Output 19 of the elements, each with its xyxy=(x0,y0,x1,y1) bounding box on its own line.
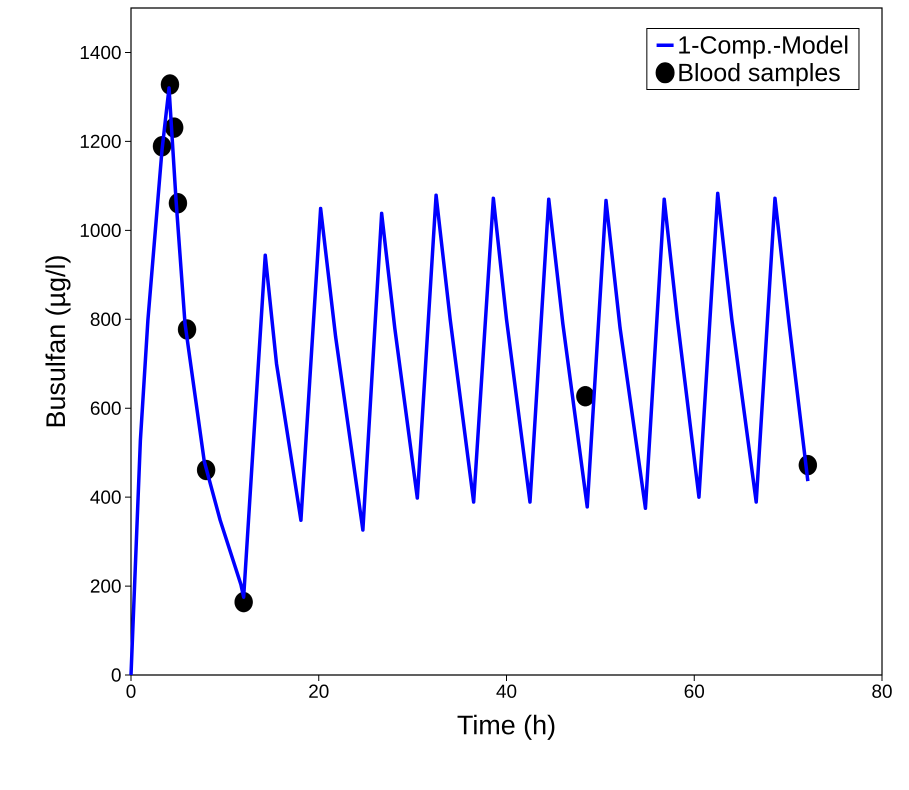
y-tick-label: 1000 xyxy=(80,224,121,238)
x-tick-label: 20 xyxy=(309,684,329,698)
x-tick-label: 40 xyxy=(496,684,516,698)
legend-label: Blood samples xyxy=(679,63,840,86)
x-tick-label: 0 xyxy=(126,684,136,698)
point xyxy=(234,592,253,612)
point xyxy=(576,386,595,406)
x-tick-label: 60 xyxy=(684,684,704,698)
x-axis-title: Time (h) xyxy=(458,714,554,740)
y-tick-label: 800 xyxy=(90,312,121,326)
y-tick-label: 0 xyxy=(112,668,121,682)
y-tick-label: 1400 xyxy=(80,46,121,60)
y-tick-label: 600 xyxy=(90,401,121,415)
y-tick-label: 400 xyxy=(90,490,121,504)
y-axis-title: Busulfan (µg/l) xyxy=(45,256,71,426)
y-tick-label: 200 xyxy=(90,579,121,593)
legend-label: 1-Comp.-Model xyxy=(679,35,848,59)
y-tick-label: 1200 xyxy=(80,134,121,148)
x-tick-label: 80 xyxy=(872,684,892,698)
